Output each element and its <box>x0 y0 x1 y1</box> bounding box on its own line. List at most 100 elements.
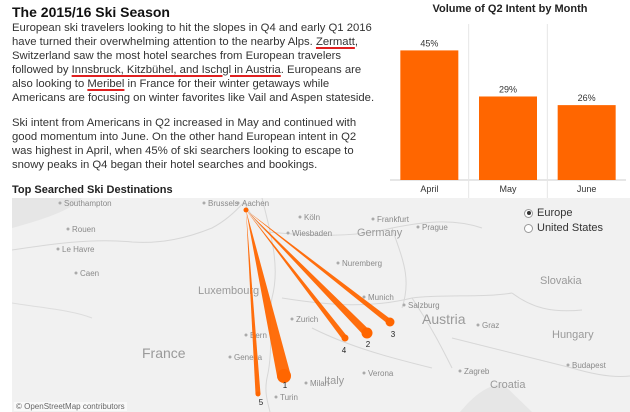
route-3[interactable] <box>246 210 395 322</box>
city-dot <box>228 355 232 359</box>
city-dot <box>402 303 406 307</box>
place-label: Salzburg <box>408 301 440 310</box>
city-dot <box>286 231 290 235</box>
place-label: Brussels <box>208 199 239 208</box>
city-dot <box>458 369 462 373</box>
paragraph-text: . Europeans are also looking to <box>12 63 362 90</box>
adriatic-water <box>460 383 532 412</box>
radio-button[interactable] <box>524 208 533 218</box>
map-attribution: © OpenStreetMap contributors <box>14 402 127 411</box>
city-dot <box>58 201 62 205</box>
place-label: Caen <box>80 269 99 278</box>
route-4[interactable] <box>246 210 349 338</box>
bar-category-label: May <box>499 184 517 194</box>
map-borders <box>12 198 630 412</box>
legend-label: Europe <box>537 207 573 219</box>
place-label: Aachen <box>242 199 269 208</box>
place-label: Le Havre <box>62 245 95 254</box>
place-label: Germany <box>357 227 403 239</box>
route-5[interactable] <box>246 210 261 394</box>
destination-dot[interactable] <box>361 327 373 339</box>
city-dot <box>274 395 278 399</box>
city-dot <box>56 247 60 251</box>
route-rank-label: 1 <box>283 381 288 390</box>
place-label: Munich <box>368 293 394 302</box>
routes[interactable]: 1 2 3 4 5 <box>243 207 396 408</box>
map-svg[interactable]: France Austria Germany Slovakia Hungary Croat… <box>12 198 630 412</box>
place-label: Zagreb <box>464 367 490 376</box>
bar-value-label: 26% <box>578 93 596 103</box>
place-label: Budapest <box>572 361 607 370</box>
place-label: Italy <box>324 375 345 387</box>
city-dot <box>336 261 340 265</box>
place-label: Zurich <box>296 315 318 324</box>
city-dot <box>66 227 70 231</box>
city-dot <box>244 333 248 337</box>
place-label: Slovakia <box>540 275 582 287</box>
bar-may[interactable] <box>479 96 537 180</box>
place-label: Turin <box>280 393 298 402</box>
bar-value-label: 45% <box>420 38 438 48</box>
map-title: Top Searched Ski Destinations <box>12 184 173 196</box>
bar-april[interactable] <box>400 50 459 181</box>
place-label: France <box>142 345 186 361</box>
origin-dot <box>243 207 249 213</box>
place-label: Geneva <box>234 353 263 362</box>
place-label: Hungary <box>552 329 594 341</box>
destination-dot[interactable] <box>255 391 261 397</box>
article: The 2015/16 Ski Season European ski trav… <box>12 4 378 173</box>
article-title: The 2015/16 Ski Season <box>12 4 170 20</box>
place-label: Nuremberg <box>342 259 382 268</box>
highlight-destination: Zermatt <box>315 35 355 48</box>
highlight-destination: Innsbruck, Kitzbühel, and Ischgl in Aust… <box>71 63 281 76</box>
highlight-destination: Meribel <box>87 77 125 90</box>
bar-chart-title: Volume of Q2 Intent by Month <box>432 3 588 15</box>
article-paragraph-1: European ski travelers looking to hit th… <box>12 22 378 105</box>
place-label: Frankfurt <box>377 215 410 224</box>
city-dot <box>476 323 480 327</box>
legend-label: United States <box>537 222 604 234</box>
place-label: Milan <box>310 379 329 388</box>
route-rank-label: 4 <box>342 346 347 355</box>
city-dot <box>416 225 420 229</box>
destination-dot[interactable] <box>341 334 349 342</box>
paragraph-text: in France for their winter getaways whil… <box>12 77 375 104</box>
bar-chart: Volume of Q2 Intent by Month 45% April 29%… <box>390 0 630 200</box>
channel-water <box>12 198 82 228</box>
map-legend[interactable]: Europe United States <box>524 206 603 236</box>
bar-value-label: 29% <box>499 84 517 94</box>
place-label: Graz <box>482 321 499 330</box>
city-dot <box>566 363 570 367</box>
city-dot <box>371 217 375 221</box>
bar-category-label: April <box>420 184 438 194</box>
route-1[interactable] <box>246 210 291 376</box>
map-panel[interactable]: France Austria Germany Slovakia Hungary Croat… <box>12 198 630 412</box>
city-dot <box>362 295 366 299</box>
place-label: Southampton <box>64 199 112 208</box>
legend-option[interactable]: Europe <box>524 206 603 220</box>
place-label: Köln <box>304 213 320 222</box>
place-label: Wiesbaden <box>292 229 332 238</box>
bar-category-label: June <box>577 184 597 194</box>
place-label: Rouen <box>72 225 96 234</box>
paragraph-text: European ski travelers looking to hit th… <box>12 22 372 48</box>
place-label: Bern <box>250 331 267 340</box>
route-2[interactable] <box>246 210 373 333</box>
place-label: Luxembourg <box>198 285 259 297</box>
place-label: Prague <box>422 223 448 232</box>
paragraph-text: , Switzerland saw the most hotel searche… <box>12 35 359 76</box>
place-label: Croatia <box>490 379 526 391</box>
city-dot <box>304 381 308 385</box>
legend-option[interactable]: United States <box>524 221 603 235</box>
radio-button[interactable] <box>524 223 533 233</box>
place-labels: France Austria Germany Slovakia Hungary Croat… <box>56 199 607 402</box>
destination-dot[interactable] <box>277 369 291 383</box>
route-rank-label: 5 <box>259 398 264 407</box>
place-label: Austria <box>422 311 466 327</box>
route-rank-label: 2 <box>366 340 371 349</box>
bar-june[interactable] <box>557 105 616 180</box>
city-dot <box>236 201 240 205</box>
city-dot <box>298 215 302 219</box>
city-dot <box>362 371 366 375</box>
destination-dot[interactable] <box>385 317 395 327</box>
